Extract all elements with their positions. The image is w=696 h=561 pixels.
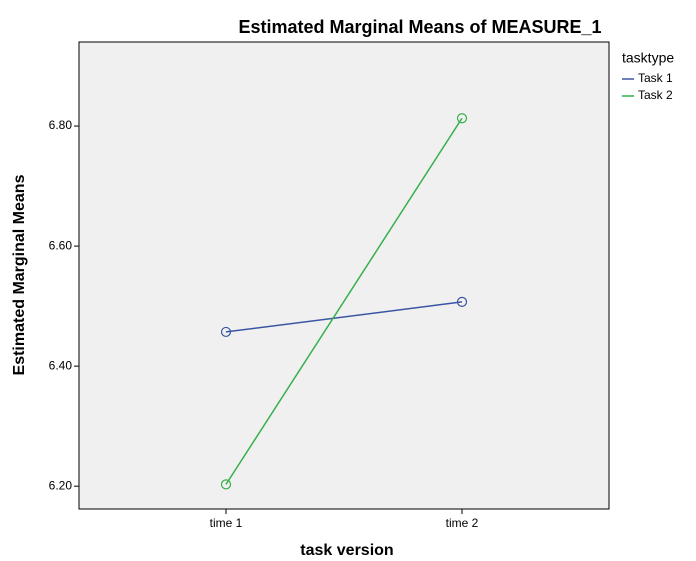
y-tick-label: 6.60 <box>49 238 73 252</box>
plot-area <box>79 42 609 509</box>
x-tick-label: time 2 <box>446 516 479 530</box>
legend-label: Task 2 <box>638 88 673 102</box>
chart: Estimated Marginal Means of MEASURE_1 ta… <box>0 0 696 561</box>
x-axis-label: task version <box>300 542 393 559</box>
legend-title: tasktype <box>622 50 674 66</box>
chart-title: Estimated Marginal Means of MEASURE_1 <box>238 17 601 37</box>
y-tick-label: 6.20 <box>49 478 73 492</box>
x-tick-label: time 1 <box>210 516 243 530</box>
y-tick-label: 6.80 <box>49 118 73 132</box>
y-tick-label: 6.40 <box>49 358 73 372</box>
y-axis-label: Estimated Marginal Means <box>11 174 28 375</box>
legend-label: Task 1 <box>638 71 673 85</box>
page: {"chart_data": {"type": "line", "title":… <box>0 0 696 561</box>
